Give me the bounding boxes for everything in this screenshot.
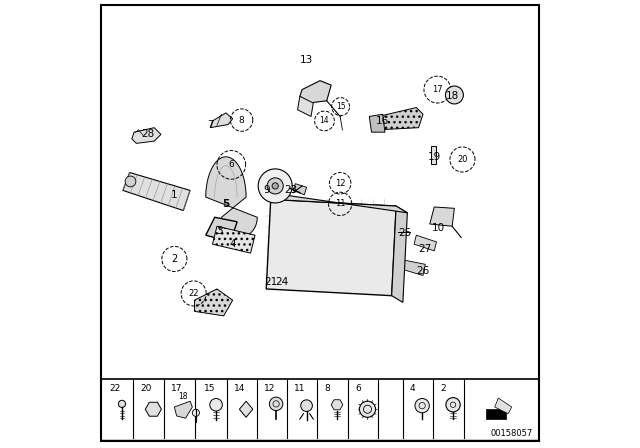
Text: 12: 12 (335, 179, 346, 188)
Text: 25: 25 (399, 228, 412, 238)
Text: 8: 8 (239, 116, 244, 125)
Text: 26: 26 (417, 266, 429, 276)
Circle shape (118, 401, 125, 408)
Polygon shape (392, 206, 408, 302)
Polygon shape (239, 401, 253, 418)
Polygon shape (369, 114, 385, 132)
Polygon shape (195, 289, 232, 316)
Polygon shape (266, 199, 396, 296)
Polygon shape (332, 400, 343, 410)
Text: 8: 8 (324, 384, 330, 393)
Circle shape (258, 169, 292, 203)
Polygon shape (300, 81, 332, 103)
Circle shape (269, 397, 283, 410)
Text: 22: 22 (109, 384, 121, 393)
Circle shape (415, 399, 429, 413)
Polygon shape (123, 172, 190, 211)
Polygon shape (414, 235, 436, 251)
Circle shape (125, 176, 136, 187)
Circle shape (445, 86, 463, 104)
Text: 6: 6 (355, 384, 361, 393)
Bar (486, 409, 506, 419)
Text: 00158057: 00158057 (490, 429, 532, 438)
Text: 17: 17 (171, 384, 182, 393)
Polygon shape (205, 217, 237, 242)
Text: 16: 16 (376, 116, 389, 126)
Text: 23: 23 (284, 185, 298, 195)
Text: 18: 18 (178, 392, 188, 401)
Text: 9: 9 (263, 185, 269, 195)
Circle shape (301, 400, 312, 411)
Text: 14: 14 (234, 384, 245, 393)
Text: 28: 28 (141, 129, 154, 139)
Circle shape (210, 399, 222, 411)
Circle shape (272, 183, 278, 189)
Text: 1: 1 (171, 190, 178, 200)
Polygon shape (401, 260, 425, 276)
Text: 24: 24 (275, 277, 289, 287)
Text: 13: 13 (300, 56, 313, 65)
Text: 27: 27 (419, 244, 432, 254)
Circle shape (192, 409, 200, 417)
Polygon shape (298, 96, 314, 116)
Polygon shape (431, 146, 436, 164)
Text: 12: 12 (264, 384, 275, 393)
Polygon shape (376, 108, 423, 130)
Polygon shape (205, 157, 257, 237)
Polygon shape (174, 401, 192, 418)
Text: 15: 15 (336, 102, 346, 111)
Text: 17: 17 (432, 85, 443, 94)
Text: 19: 19 (428, 152, 441, 162)
Polygon shape (495, 398, 512, 414)
Polygon shape (212, 226, 255, 253)
Text: 15: 15 (204, 384, 215, 393)
Text: 21: 21 (264, 277, 277, 287)
Text: 4: 4 (229, 239, 236, 249)
Text: 22: 22 (188, 289, 199, 298)
Text: 2: 2 (172, 254, 177, 264)
Text: 2: 2 (440, 384, 446, 393)
Text: 18: 18 (445, 91, 459, 101)
Circle shape (267, 178, 284, 194)
Text: 7: 7 (207, 121, 214, 130)
Polygon shape (293, 184, 307, 195)
Text: 20: 20 (457, 155, 468, 164)
Text: 11: 11 (294, 384, 305, 393)
Text: 4: 4 (410, 384, 415, 393)
Text: 3: 3 (216, 226, 223, 236)
Text: 6: 6 (228, 160, 234, 169)
Circle shape (446, 398, 460, 412)
Circle shape (360, 401, 376, 418)
Text: 20: 20 (141, 384, 152, 393)
Text: 5: 5 (222, 199, 230, 209)
Text: 11: 11 (335, 199, 346, 208)
Polygon shape (430, 207, 454, 226)
Polygon shape (210, 113, 232, 128)
Text: 10: 10 (432, 224, 445, 233)
Polygon shape (271, 194, 408, 213)
Text: 14: 14 (319, 116, 330, 125)
Polygon shape (132, 128, 161, 143)
Polygon shape (145, 402, 161, 416)
